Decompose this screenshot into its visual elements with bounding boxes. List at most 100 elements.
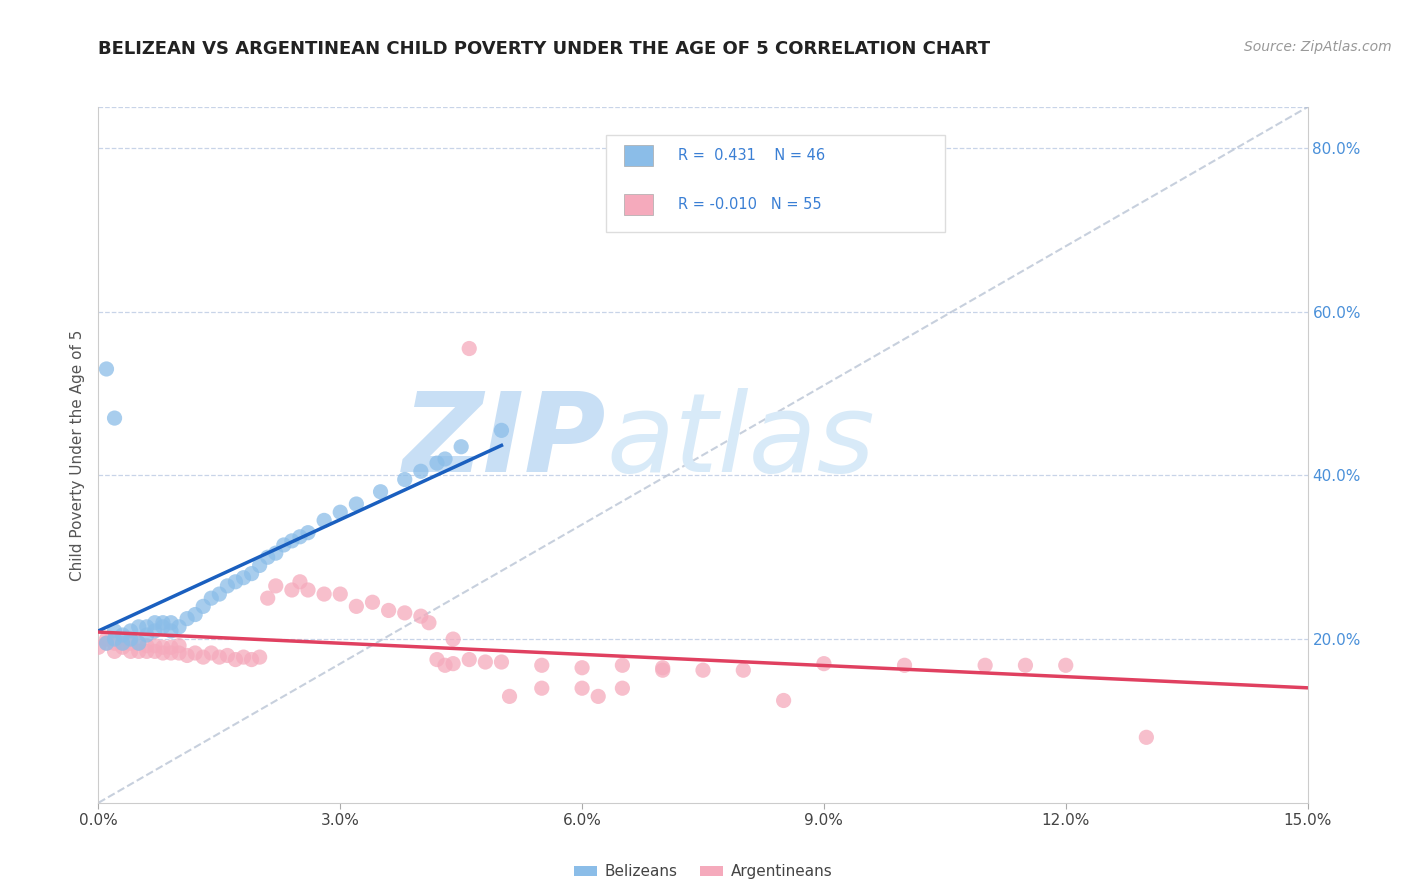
Point	[111, 636, 134, 650]
Point	[217, 579, 239, 593]
Point	[344, 497, 367, 511]
Point	[288, 574, 311, 589]
Point	[1014, 658, 1036, 673]
Point	[160, 624, 183, 638]
Point	[314, 513, 336, 527]
Point	[458, 342, 481, 356]
Point	[240, 566, 263, 581]
Point	[813, 657, 835, 671]
Point	[586, 690, 609, 704]
Point	[111, 636, 134, 650]
Point	[120, 632, 142, 646]
Y-axis label: Child Poverty Under the Age of 5: Child Poverty Under the Age of 5	[69, 329, 84, 581]
Point	[370, 484, 392, 499]
Point	[152, 646, 174, 660]
Text: BELIZEAN VS ARGENTINEAN CHILD POVERTY UNDER THE AGE OF 5 CORRELATION CHART: BELIZEAN VS ARGENTINEAN CHILD POVERTY UN…	[98, 40, 991, 58]
Point	[474, 655, 496, 669]
Point	[120, 644, 142, 658]
Text: Source: ZipAtlas.com: Source: ZipAtlas.com	[1244, 40, 1392, 54]
Point	[232, 650, 254, 665]
Point	[128, 636, 150, 650]
Point	[176, 648, 198, 663]
Point	[103, 411, 125, 425]
Point	[135, 620, 157, 634]
Point	[111, 640, 134, 655]
Point	[434, 452, 457, 467]
Point	[167, 620, 190, 634]
Point	[256, 550, 278, 565]
Point	[974, 658, 997, 673]
Point	[217, 648, 239, 663]
Point	[530, 681, 553, 696]
Point	[418, 615, 440, 630]
Point	[281, 533, 304, 548]
Point	[450, 440, 472, 454]
Point	[232, 571, 254, 585]
Point	[426, 456, 449, 470]
Point	[394, 606, 416, 620]
Point	[120, 636, 142, 650]
Point	[409, 609, 432, 624]
Point	[733, 663, 755, 677]
Point	[297, 525, 319, 540]
FancyBboxPatch shape	[606, 135, 945, 232]
Point	[184, 607, 207, 622]
Text: R =  0.431    N = 46: R = 0.431 N = 46	[678, 148, 825, 163]
Point	[96, 632, 118, 646]
Point	[96, 362, 118, 376]
Point	[434, 658, 457, 673]
Point	[143, 615, 166, 630]
Point	[96, 636, 118, 650]
Point	[160, 640, 183, 655]
Point	[160, 646, 183, 660]
Point	[200, 646, 222, 660]
Point	[281, 582, 304, 597]
Point	[111, 628, 134, 642]
Text: atlas: atlas	[606, 387, 875, 494]
Point	[314, 587, 336, 601]
Text: R = -0.010   N = 55: R = -0.010 N = 55	[678, 197, 821, 212]
Point	[167, 646, 190, 660]
Point	[135, 639, 157, 653]
Point	[612, 681, 634, 696]
Point	[152, 620, 174, 634]
Point	[530, 658, 553, 673]
Point	[184, 646, 207, 660]
Point	[772, 693, 794, 707]
Point	[128, 636, 150, 650]
Point	[361, 595, 384, 609]
FancyBboxPatch shape	[624, 194, 654, 215]
Point	[651, 661, 673, 675]
Point	[651, 663, 673, 677]
Point	[249, 558, 271, 573]
Point	[176, 612, 198, 626]
Point	[143, 639, 166, 653]
Point	[297, 582, 319, 597]
Point	[394, 473, 416, 487]
Point	[103, 624, 125, 638]
Point	[160, 615, 183, 630]
Point	[120, 624, 142, 638]
Point	[893, 658, 915, 673]
Point	[143, 624, 166, 638]
Point	[103, 632, 125, 646]
Point	[128, 644, 150, 658]
Point	[96, 636, 118, 650]
Point	[128, 620, 150, 634]
Point	[426, 652, 449, 666]
Point	[273, 538, 295, 552]
Point	[344, 599, 367, 614]
Point	[612, 658, 634, 673]
Point	[1135, 731, 1157, 745]
Point	[249, 650, 271, 665]
Point	[143, 644, 166, 658]
Point	[692, 663, 714, 677]
Point	[224, 652, 246, 666]
Point	[193, 650, 215, 665]
Point	[208, 587, 231, 601]
Point	[1054, 658, 1077, 673]
Text: ZIP: ZIP	[402, 387, 606, 494]
Point	[103, 644, 125, 658]
Point	[441, 632, 464, 646]
Point	[491, 655, 513, 669]
